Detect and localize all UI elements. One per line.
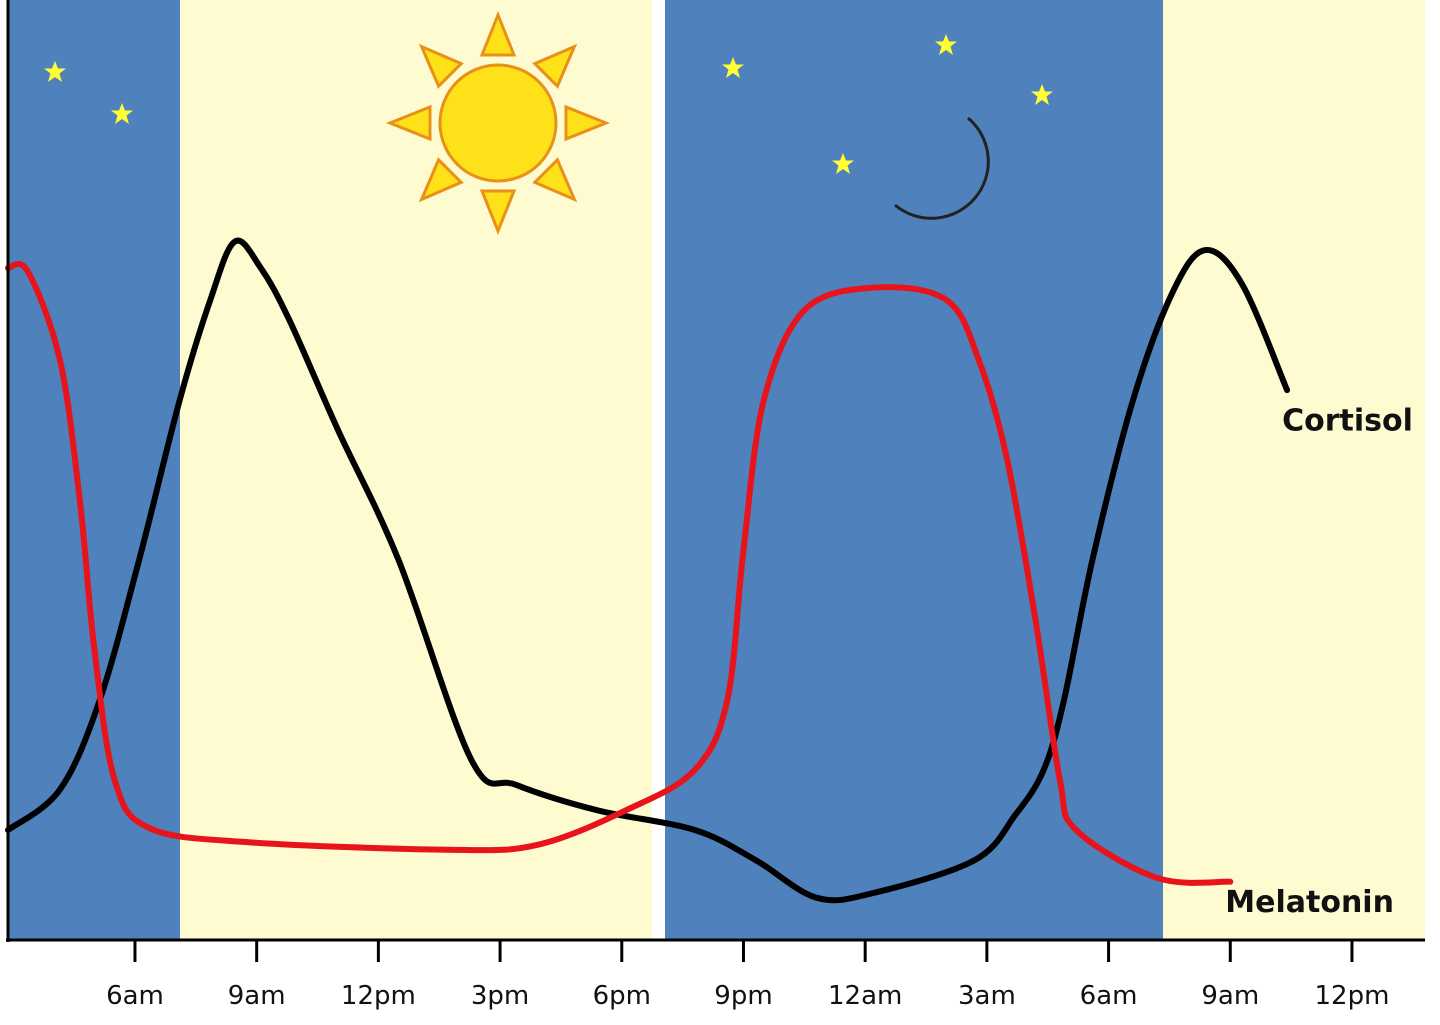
sun xyxy=(388,10,608,233)
plot xyxy=(5,237,1291,904)
series-label: Melatonin xyxy=(1225,885,1394,920)
x-tick-label: 9pm xyxy=(714,981,772,1011)
day-band xyxy=(180,0,652,940)
x-tick-label: 12pm xyxy=(341,981,416,1011)
x-tick-label: 6am xyxy=(106,981,164,1011)
moon xyxy=(894,116,990,220)
background xyxy=(8,0,1425,940)
night-band xyxy=(665,0,1163,940)
x-tick-label: 12pm xyxy=(1315,981,1390,1011)
series-label: Cortisol xyxy=(1282,404,1413,439)
day-band xyxy=(1163,0,1425,940)
series-line xyxy=(5,260,1234,886)
x-tick-label: 9am xyxy=(228,981,286,1011)
x-tick-label: 3pm xyxy=(471,981,529,1011)
stars xyxy=(44,34,1053,174)
series-line xyxy=(5,237,1291,904)
x-tick-label: 9am xyxy=(1201,981,1259,1011)
x-tick-label: 6pm xyxy=(593,981,651,1011)
night-band xyxy=(8,0,180,940)
x-tick-label: 3am xyxy=(958,981,1016,1011)
x-tick-label: 6am xyxy=(1080,981,1138,1011)
x-tick-label: 12am xyxy=(828,981,902,1011)
